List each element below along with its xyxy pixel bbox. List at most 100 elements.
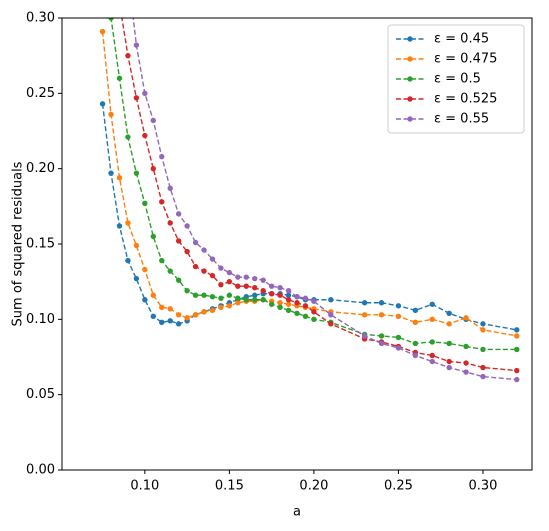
y-tick-label: 0.00 [26,463,55,478]
data-point [446,358,452,365]
data-point [378,312,385,318]
data-point [116,75,123,81]
data-point [429,316,435,323]
data-point [446,364,452,371]
data-point [175,312,182,318]
data-point [201,292,207,298]
data-point [294,310,300,317]
data-point [184,248,190,255]
data-point [285,307,292,313]
data-point [243,274,249,280]
data-point [463,315,469,321]
data-point [361,300,368,306]
data-point [252,284,258,291]
data-point [260,297,266,303]
data-point [480,373,486,380]
data-point [142,266,148,273]
data-point [142,90,148,97]
data-point [99,101,106,107]
data-point [142,200,148,207]
y-tick-label: 0.05 [26,387,55,402]
data-point [252,297,258,303]
data-point [412,340,419,347]
data-point [192,263,199,270]
data-point [125,257,131,264]
data-point [184,288,190,294]
data-point [150,292,156,298]
data-point [108,18,114,21]
data-point [378,340,385,347]
data-point [209,272,216,279]
data-point [285,292,292,298]
data-point [133,170,140,176]
data-point [218,295,224,301]
data-point [175,211,182,217]
data-point [395,303,402,309]
data-point [125,134,131,140]
data-point [142,132,148,139]
data-point [116,175,123,181]
data-point [150,313,156,320]
data-point [201,268,207,274]
y-axis-label: Sum of squared residuals [11,161,26,326]
data-point [201,309,207,315]
data-point [142,297,148,303]
series-line [101,31,517,337]
legend-marker [407,96,413,102]
data-point [429,301,435,307]
data-point [184,315,190,321]
data-point [108,111,114,118]
data-point [159,304,165,310]
data-point [209,307,216,313]
data-point [328,312,334,318]
legend-marker [407,56,413,62]
data-point [226,269,233,276]
data-point [514,333,520,339]
data-point [463,360,469,366]
data-point [294,294,300,300]
data-point [159,257,165,264]
data-point [243,283,249,289]
data-point [209,256,216,262]
data-point [159,153,165,160]
data-point [277,304,283,310]
data-point [328,297,334,303]
data-point [480,327,486,333]
data-point [99,28,106,35]
data-point [302,313,309,320]
y-tick-label: 0.20 [26,161,55,176]
data-point [285,301,292,307]
data-point [260,288,266,294]
legend-marker [407,116,413,122]
data-point [167,268,173,274]
data-point [302,295,309,301]
data-point [133,242,140,249]
data-point [167,220,173,226]
data-point [218,304,224,310]
legend-label: ε = 0.475 [434,52,497,67]
data-point [285,288,292,294]
data-point [378,333,385,339]
series-line [121,18,517,372]
y-tick-label: 0.30 [26,11,55,26]
data-point [252,275,258,282]
data-point [302,303,309,309]
data-point [243,297,249,303]
data-point [514,367,520,374]
data-point [150,117,156,124]
data-point [395,334,402,341]
series-line [132,18,517,381]
series-line [101,103,517,331]
legend-label: ε = 0.5 [434,72,481,87]
data-point [429,339,435,345]
data-point [133,42,140,48]
data-point [184,223,190,229]
data-point [514,376,520,383]
y-tick-label: 0.10 [26,312,55,327]
data-point [175,238,182,244]
x-tick-label: 0.25 [384,479,413,494]
data-point [268,291,275,297]
data-point [446,310,452,317]
data-point [395,313,402,320]
